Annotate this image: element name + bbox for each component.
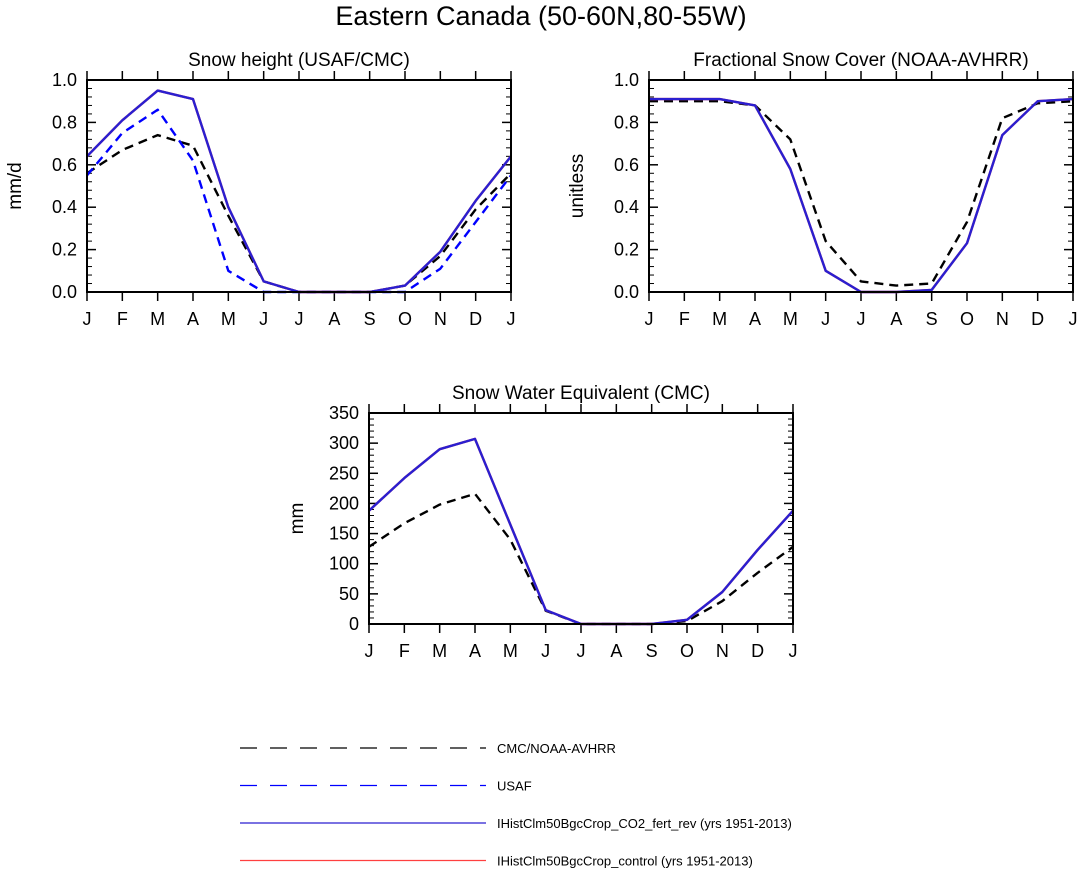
- x-tick-label: J: [857, 309, 866, 329]
- y-tick-label: 1.0: [614, 70, 639, 90]
- x-tick-label: M: [783, 309, 798, 329]
- x-tick-label: F: [679, 309, 690, 329]
- series-line-1: [86, 108, 512, 294]
- panel-0: Snow height (USAF/CMC) mm/d 0.0 0.2 0.4 0.6 0.…: [5, 50, 516, 329]
- x-tick-label: M: [712, 309, 727, 329]
- x-tick-label: O: [398, 309, 412, 329]
- x-tick-label: F: [399, 641, 410, 661]
- series-line-0: [649, 99, 1074, 287]
- x-tick-label: A: [610, 641, 622, 661]
- x-tick-label: O: [680, 641, 694, 661]
- x-tick-label: A: [187, 309, 199, 329]
- x-tick-label: A: [749, 309, 761, 329]
- panel-title: Snow height (USAF/CMC): [188, 50, 410, 71]
- x-tick-label: A: [469, 641, 481, 661]
- x-tick-label: D: [751, 641, 764, 661]
- x-tick-label: F: [117, 309, 128, 329]
- x-tick-label: M: [503, 641, 518, 661]
- y-tick-label: 0.6: [52, 155, 77, 175]
- panel-title: Fractional Snow Cover (NOAA-AVHRR): [693, 50, 1028, 71]
- panel-title: Snow Water Equivalent (CMC): [452, 383, 710, 404]
- series-line-2: [649, 97, 1074, 294]
- x-tick-label: O: [960, 309, 974, 329]
- y-tick-label: 300: [329, 433, 359, 453]
- plots: Snow height (USAF/CMC) mm/d 0.0 0.2 0.4 0.6 0.…: [5, 50, 1078, 661]
- y-tick-label: 0.2: [52, 240, 77, 260]
- legend-label-1: USAF: [497, 779, 532, 794]
- x-tick-label: J: [645, 309, 654, 329]
- y-tick-label: 250: [329, 463, 359, 483]
- y-axis-label: mm/d: [5, 162, 26, 210]
- x-tick-label: M: [221, 309, 236, 329]
- x-tick-label: J: [577, 641, 586, 661]
- series-line-1: [368, 437, 794, 626]
- series-line-2: [368, 437, 794, 626]
- x-tick-label: A: [328, 309, 340, 329]
- plot-frame: [648, 79, 1074, 293]
- x-tick-label: J: [83, 309, 92, 329]
- x-tick-label: D: [469, 309, 482, 329]
- series-line-3: [86, 89, 512, 294]
- y-tick-label: 0.8: [614, 112, 639, 132]
- x-tick-label: J: [789, 641, 798, 661]
- series-line-0: [86, 133, 512, 294]
- y-tick-label: 50: [339, 584, 359, 604]
- legend-label-2: IHistClm50BgcCrop_CO2_fert_rev (yrs 1951…: [497, 816, 792, 831]
- y-tick-label: 0.8: [52, 112, 77, 132]
- x-tick-label: N: [434, 309, 447, 329]
- y-tick-label: 0.0: [52, 282, 77, 302]
- y-axis-label: unitless: [567, 154, 588, 218]
- x-tick-label: M: [432, 641, 447, 661]
- x-tick-label: J: [821, 309, 830, 329]
- x-tick-label: S: [364, 309, 376, 329]
- y-axis-label: mm: [287, 503, 308, 535]
- x-tick-label: S: [926, 309, 938, 329]
- x-tick-label: N: [716, 641, 729, 661]
- x-tick-label: J: [365, 641, 374, 661]
- y-tick-label: 0.0: [614, 282, 639, 302]
- x-tick-label: J: [259, 309, 268, 329]
- y-tick-label: 1.0: [52, 70, 77, 90]
- x-tick-label: D: [1031, 309, 1044, 329]
- legend-label-0: CMC/NOAA-AVHRR: [497, 741, 616, 756]
- x-tick-label: M: [150, 309, 165, 329]
- series-line-2: [86, 89, 512, 294]
- plot-frame: [368, 412, 794, 625]
- plot-frame: [86, 79, 512, 293]
- panel-2: Snow Water Equivalent (CMC) mm 0 50 100 150 20…: [287, 383, 798, 661]
- y-tick-label: 0.6: [614, 155, 639, 175]
- y-tick-label: 200: [329, 493, 359, 513]
- series-line-0: [368, 492, 794, 626]
- legend-label-3: IHistClm50BgcCrop_control (yrs 1951-2013…: [497, 854, 753, 869]
- y-tick-label: 0.4: [614, 197, 639, 217]
- y-tick-label: 350: [329, 403, 359, 423]
- x-tick-label: J: [507, 309, 516, 329]
- x-tick-label: J: [295, 309, 304, 329]
- y-tick-label: 150: [329, 524, 359, 544]
- x-tick-label: S: [646, 641, 658, 661]
- y-tick-label: 0: [349, 614, 359, 634]
- x-tick-label: J: [1069, 309, 1078, 329]
- y-tick-label: 100: [329, 554, 359, 574]
- figure-title: Eastern Canada (50-60N,80-55W): [335, 1, 746, 31]
- x-tick-label: J: [541, 641, 550, 661]
- y-tick-label: 0.4: [52, 197, 77, 217]
- y-tick-label: 0.2: [614, 240, 639, 260]
- x-tick-label: A: [890, 309, 902, 329]
- legend: CMC/NOAA-AVHRR USAF IHistClm50BgcCrop_CO2_…: [240, 741, 792, 869]
- x-tick-label: N: [996, 309, 1009, 329]
- panel-1: Fractional Snow Cover (NOAA-AVHRR) unitle…: [567, 50, 1078, 329]
